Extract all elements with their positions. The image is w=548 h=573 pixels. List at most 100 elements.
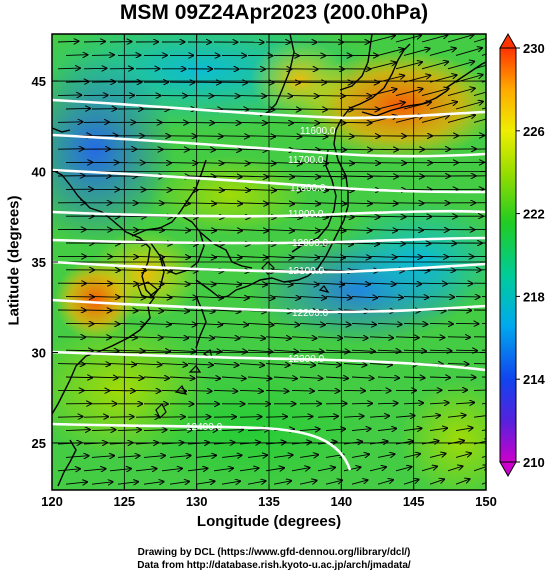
wind-arrow [239,337,265,339]
wind-arrow [65,350,93,351]
wind-arrow [57,122,82,123]
wind-arrow [343,416,364,417]
wind-arrow [213,122,241,123]
wind-arrow [291,390,314,391]
wind-arrow [395,35,421,43]
wind-arrow [247,136,275,137]
wind-arrow [403,377,425,378]
wind-arrow [239,442,260,444]
wind-arrow [369,416,389,417]
wind-arrow [187,256,216,257]
contour-line-12000 [52,236,486,245]
wind-arrow [109,310,137,311]
wind-arrow [117,456,140,458]
wind-arrow [187,176,216,177]
y-tick-label: 45 [32,74,46,89]
contour-line-11800 [52,168,486,194]
wind-arrow [169,481,189,484]
wind-arrow [317,256,345,257]
wind-arrow [83,310,112,311]
wind-arrow [351,216,380,217]
wind-arrow [187,149,215,150]
contour-line-12200 [52,298,486,314]
wind-arrow [195,323,222,324]
wind-arrow [187,230,216,231]
wind-arrow [265,468,284,471]
wind-arrow [65,82,89,83]
wind-arrow [291,122,319,123]
wind-arrow [247,429,269,430]
wind-arrow [317,390,339,391]
wind-arrow [429,297,454,298]
wind-arrow [161,256,190,257]
wind-arrow [187,203,216,204]
wind-arrow [473,91,486,97]
wind-arrow [239,96,266,97]
wind-arrow [161,364,187,365]
wind-arrow [65,108,90,109]
wind-arrow [221,430,243,431]
wind-arrow [57,443,81,444]
wind-arrow [247,455,267,457]
wind-arrow [291,468,309,471]
wind-arrow [343,283,370,284]
wind-arrow [57,417,83,418]
wind-arrow [481,482,486,485]
field-layer: 11600.0 11700.0 11800.0 11900.0 12000.0 12100… [52,34,486,490]
wind-arrow [135,256,164,257]
wind-arrow [325,377,348,378]
wind-arrow [143,430,167,431]
wind-arrow [455,402,474,403]
wind-arrow [265,442,286,444]
wind-arrow [403,49,430,56]
y-axis-label: Latitude (degrees) [5,195,23,326]
wind-arrow [351,480,368,485]
y-tick-label: 30 [32,345,46,360]
wind-arrow [351,377,374,378]
colorbar-label: 218 [523,289,545,304]
wind-arrow [421,441,439,444]
wind-arrow [299,323,325,324]
wind-arrow [91,323,119,324]
wind-arrow [143,456,165,458]
wind-arrow [247,189,276,190]
wind-arrow [395,416,415,418]
wind-arrow [213,390,237,391]
wind-arrow [395,441,413,444]
wind-arrow [91,482,113,484]
wind-arrow [447,337,470,338]
wind-arrow [291,283,318,284]
wind-arrow [447,415,466,417]
geopotential-contours [52,98,486,471]
wind-arrow [481,403,486,405]
wind-arrow [239,149,267,150]
wind-arrow [473,389,486,391]
wind-arrow [195,377,220,378]
colorbar-min-arrow [499,461,517,478]
contour-label: 11700.0 [288,155,324,166]
wind-arrow [403,350,426,351]
wind-arrow [377,480,393,485]
wind-arrow [351,243,379,244]
wind-arrow [429,377,450,378]
wind-arrow [369,364,392,365]
wind-arrow [369,256,396,257]
wind-arrow [429,75,456,83]
wind-arrow [377,102,405,110]
wind-arrow [317,364,341,365]
wind-arrow [403,323,427,324]
wind-arrow [195,163,223,164]
wind-arrow [221,189,250,190]
wind-arrow [91,377,118,378]
wind-arrow [91,456,114,458]
wind-arrow [221,109,248,110]
credit-data: Data from http://database.rish.kyoto-u.a… [137,560,411,571]
wind-arrow [291,416,313,417]
wind-arrow [317,283,344,284]
wind-arrow [265,256,293,257]
wind-arrow [421,415,440,417]
wind-arrow [161,283,190,284]
wind-arrow [291,364,315,366]
wind-arrow [481,455,486,458]
wind-arrow [265,417,287,418]
